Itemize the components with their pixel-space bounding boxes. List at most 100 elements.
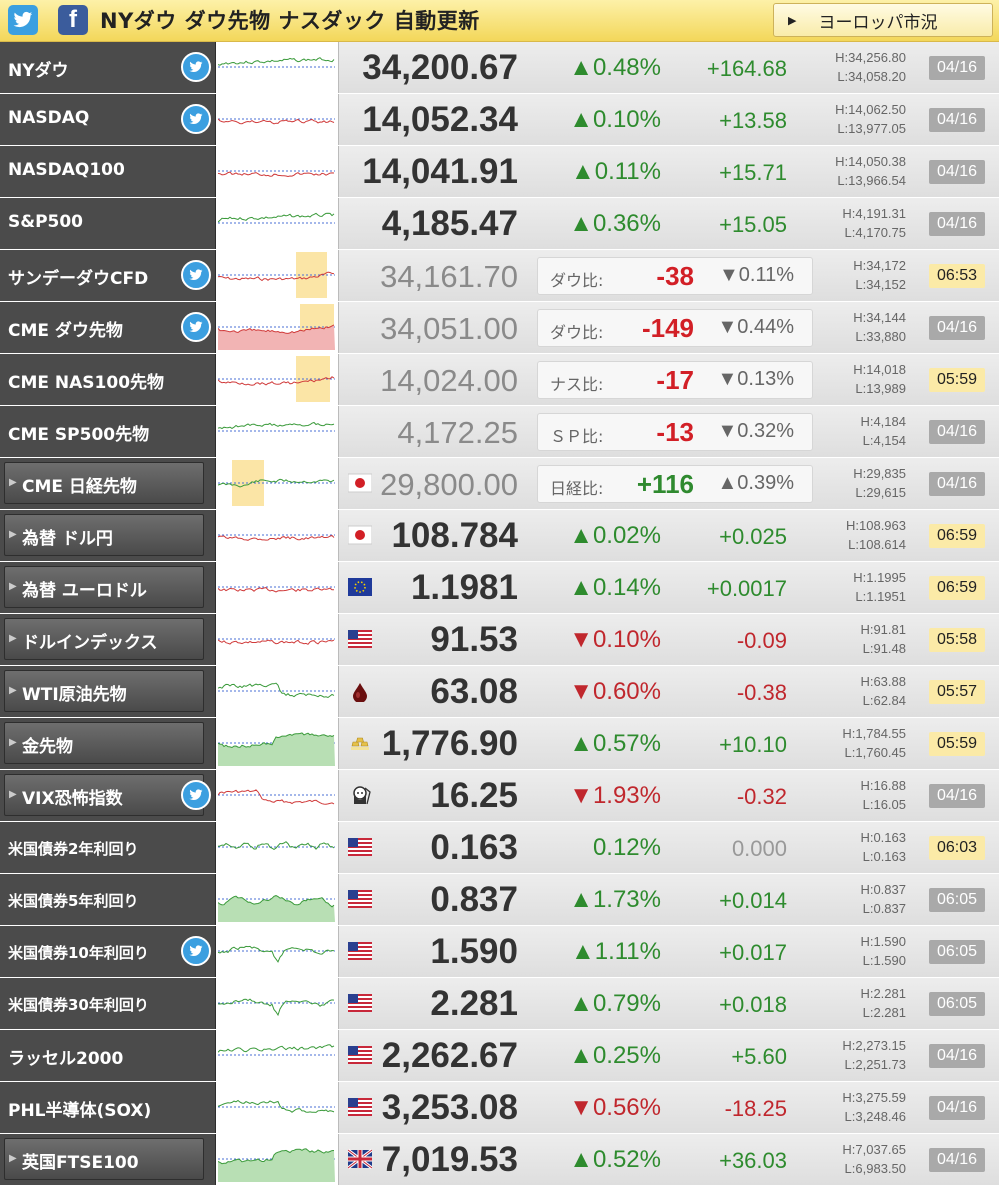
instrument-name-cell[interactable]: ▶ 為替 ユーロドル: [0, 562, 216, 613]
change-value: -18.25: [724, 1096, 787, 1121]
instrument-name-cell[interactable]: ▶ CME 日経先物: [0, 458, 216, 509]
mini-chart[interactable]: [216, 1082, 339, 1133]
market-row[interactable]: ▶ 為替 ドル円 108.784 ▲0.02% +0.025 H:108.963 L:108…: [0, 510, 999, 562]
instrument-name-cell[interactable]: CME SP500先物: [0, 406, 216, 457]
instrument-name-cell[interactable]: ▶ 為替 ドル円: [0, 510, 216, 561]
instrument-name-cell[interactable]: PHL半導体(SOX): [0, 1082, 216, 1133]
instrument-name-cell[interactable]: CME ダウ先物: [0, 302, 216, 353]
mini-chart[interactable]: [216, 666, 339, 717]
instrument-name-cell[interactable]: CME NAS100先物: [0, 354, 216, 405]
market-row[interactable]: NYダウ 34,200.67 ▲0.48% +164.68 H:34,256.80 L:3…: [0, 42, 999, 94]
instrument-name-cell[interactable]: ▶ 金先物: [0, 718, 216, 769]
session-highlight: [296, 356, 330, 402]
instrument-name-cell[interactable]: NYダウ: [0, 42, 216, 93]
mini-chart[interactable]: [216, 926, 339, 977]
market-row[interactable]: ▶ CME 日経先物 29,800.00 日経比: +116 ▲0.39% H:29,835…: [0, 458, 999, 510]
expandable-name-button[interactable]: ▶: [4, 618, 204, 660]
mini-chart[interactable]: [216, 718, 339, 769]
expandable-name-button[interactable]: ▶: [4, 774, 204, 816]
market-row[interactable]: 米国債券10年利回り 1.590 ▲1.11% +0.017 H:1.590 L:1.59…: [0, 926, 999, 978]
expandable-name-button[interactable]: ▶: [4, 670, 204, 712]
instrument-name-cell[interactable]: ▶ WTI原油先物: [0, 666, 216, 717]
mini-chart[interactable]: [216, 250, 339, 301]
facebook-share-button[interactable]: f: [58, 5, 88, 35]
market-row[interactable]: 米国債券5年利回り 0.837 ▲1.73% +0.014 H:0.837 L:0.837…: [0, 874, 999, 926]
market-row[interactable]: CME ダウ先物 34,051.00 ダウ比: -149 ▼0.44% H:34,144 L…: [0, 302, 999, 354]
instrument-name-cell[interactable]: ▶ ドルインデックス: [0, 614, 216, 665]
expandable-name-button[interactable]: ▶: [4, 462, 204, 504]
instrument-name-cell[interactable]: ラッセル2000: [0, 1030, 216, 1081]
market-row[interactable]: NASDAQ100 14,041.91 ▲0.11% +15.71 H:14,050.3…: [0, 146, 999, 198]
market-row[interactable]: ▶ 英国FTSE100 7,019.53 ▲0.52% +36.03 H:7,037.65…: [0, 1134, 999, 1186]
twitter-icon[interactable]: [181, 936, 211, 966]
mini-chart[interactable]: [216, 562, 339, 613]
update-time-badge: 05:59: [929, 368, 985, 392]
twitter-icon[interactable]: [181, 104, 211, 134]
twitter-icon[interactable]: [181, 312, 211, 342]
twitter-share-button[interactable]: [8, 5, 38, 35]
instrument-name-cell[interactable]: 米国債券5年利回り: [0, 874, 216, 925]
market-row[interactable]: CME SP500先物 4,172.25 ＳＰ比: -13 ▼0.32% H:4,184 L…: [0, 406, 999, 458]
price-value: 1,776.90: [381, 724, 518, 763]
twitter-icon[interactable]: [181, 52, 211, 82]
uk-flag-icon: [348, 1148, 372, 1170]
market-row[interactable]: ▶ VIX恐怖指数 16.25 ▼1.93% -0.32 H:16.88 L:16.05 04…: [0, 770, 999, 822]
market-row[interactable]: ラッセル2000 2,262.67 ▲0.25% +5.60 H:2,273.15 L:2…: [0, 1030, 999, 1082]
instrument-name-cell[interactable]: 米国債券30年利回り: [0, 978, 216, 1029]
mini-chart[interactable]: [216, 354, 339, 405]
mini-chart[interactable]: [216, 146, 339, 197]
change-value: -0.32: [736, 784, 787, 809]
update-time-badge: 04/16: [929, 56, 985, 80]
instrument-name-cell[interactable]: サンデーダウCFD: [0, 250, 216, 301]
instrument-name-cell[interactable]: ▶ VIX恐怖指数: [0, 770, 216, 821]
high-value: H:4,184: [860, 414, 906, 429]
expandable-name-button[interactable]: ▶: [4, 722, 204, 764]
expandable-name-button[interactable]: ▶: [4, 1138, 204, 1180]
low-value: L:108.614: [848, 537, 906, 552]
twitter-icon[interactable]: [181, 260, 211, 290]
market-row[interactable]: PHL半導体(SOX) 3,253.08 ▼0.56% -18.25 H:3,275.5…: [0, 1082, 999, 1134]
mini-chart[interactable]: [216, 406, 339, 457]
instrument-name-cell[interactable]: 米国債券10年利回り: [0, 926, 216, 977]
mini-chart[interactable]: [216, 822, 339, 873]
expandable-name-button[interactable]: ▶: [4, 566, 204, 608]
market-row[interactable]: ▶ ドルインデックス 91.53 ▼0.10% -0.09 H:91.81 L:91.48 0…: [0, 614, 999, 666]
high-low-range: H:108.963 L:108.614: [846, 516, 906, 554]
instrument-name-cell[interactable]: S&P500: [0, 198, 216, 249]
market-row[interactable]: S&P500 4,185.47 ▲0.36% +15.05 H:4,191.31 L:4,…: [0, 198, 999, 250]
market-row[interactable]: 米国債券2年利回り 0.163 0.12% 0.000 H:0.163 L:0.163 06…: [0, 822, 999, 874]
mini-chart[interactable]: [216, 614, 339, 665]
instrument-name-cell[interactable]: NASDAQ100: [0, 146, 216, 197]
expandable-name-button[interactable]: ▶: [4, 514, 204, 556]
mini-chart[interactable]: [216, 458, 339, 509]
market-row[interactable]: 米国債券30年利回り 2.281 ▲0.79% +0.018 H:2.281 L:2.28…: [0, 978, 999, 1030]
market-row[interactable]: NASDAQ 14,052.34 ▲0.10% +13.58 H:14,062.50 L:…: [0, 94, 999, 146]
price-line: [218, 535, 335, 541]
instrument-name-cell[interactable]: 米国債券2年利回り: [0, 822, 216, 873]
mini-chart[interactable]: [216, 874, 339, 925]
mini-chart[interactable]: [216, 198, 339, 249]
comparison-value: -38: [656, 261, 694, 291]
instrument-name-cell[interactable]: ▶ 英国FTSE100: [0, 1134, 216, 1185]
mini-chart[interactable]: [216, 302, 339, 353]
twitter-icon[interactable]: [181, 780, 211, 810]
change-percent: 0.12%: [592, 834, 661, 861]
row-values-area: [339, 1082, 999, 1133]
mini-chart[interactable]: [216, 510, 339, 561]
mini-chart[interactable]: [216, 978, 339, 1029]
comparison-value: +116: [636, 469, 694, 499]
europe-market-button[interactable]: ▶ ヨーロッパ市況: [773, 3, 993, 37]
mini-chart[interactable]: [216, 770, 339, 821]
change-percent: ▲0.02%: [569, 522, 661, 549]
market-row[interactable]: CME NAS100先物 14,024.00 ナス比: -17 ▼0.13% H:14,0…: [0, 354, 999, 406]
market-row[interactable]: ▶ 為替 ユーロドル 1.1981 ▲0.14% +0.0017 H:1.1995 L:1.…: [0, 562, 999, 614]
mini-chart[interactable]: [216, 1134, 339, 1185]
market-row[interactable]: ▶ 金先物 1,776.90 ▲0.57% +10.10 H:1,784.55 L:1,76…: [0, 718, 999, 770]
instrument-name-cell[interactable]: NASDAQ: [0, 94, 216, 145]
market-row[interactable]: サンデーダウCFD 34,161.70 ダウ比: -38 ▼0.11% H:34,172 L…: [0, 250, 999, 302]
market-row[interactable]: ▶ WTI原油先物 63.08 ▼0.60% -0.38 H:63.88 L:62.84 05…: [0, 666, 999, 718]
mini-chart[interactable]: [216, 42, 339, 93]
mini-chart[interactable]: [216, 94, 339, 145]
japan-flag-icon: [348, 472, 372, 494]
mini-chart[interactable]: [216, 1030, 339, 1081]
